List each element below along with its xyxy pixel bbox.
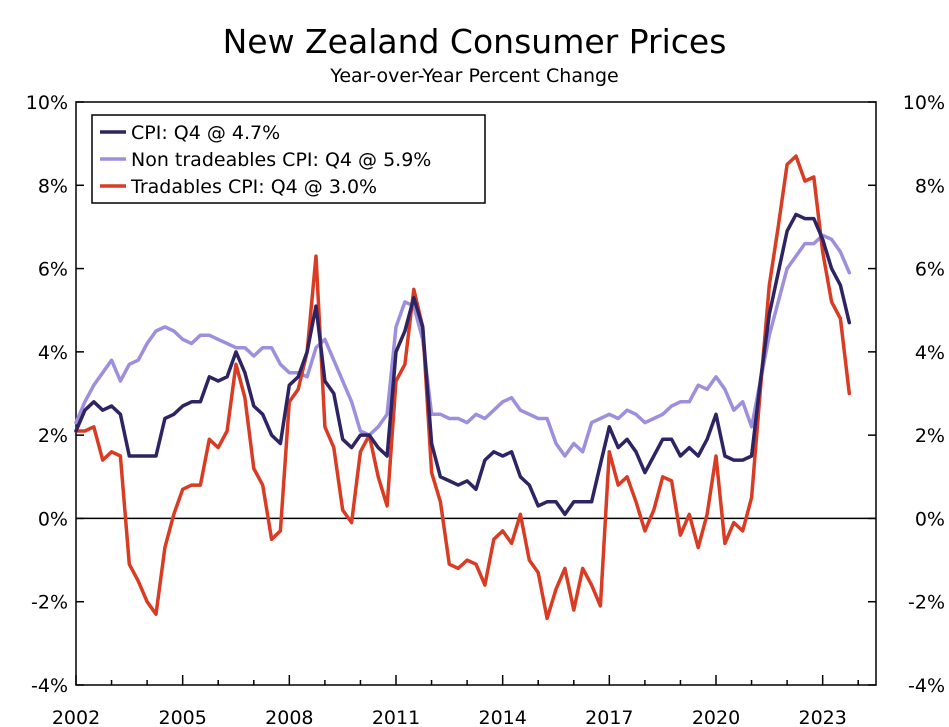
series-line-nontradables [74, 233, 852, 458]
y-tick-label-left: 4% [38, 342, 68, 364]
series-line-tradables [74, 154, 852, 621]
y-tick-label-right: 10% [903, 92, 945, 114]
y-tick-label-left: 8% [38, 175, 68, 197]
legend-label-cpi: CPI: Q4 @ 4.7% [131, 122, 280, 144]
x-tick-label: 2023 [798, 707, 846, 727]
chart-title: New Zealand Consumer Prices [222, 22, 727, 61]
series-line-cpi [74, 212, 852, 517]
y-tick-label-right: 2% [915, 425, 945, 447]
legend-label-nontradables: Non tradeables CPI: Q4 @ 5.9% [131, 149, 431, 171]
chart-subtitle: Year-over-Year Percent Change [330, 65, 619, 87]
y-tick-label-left: 0% [38, 508, 68, 530]
y-tick-label-left: 2% [38, 425, 68, 447]
y-tick-label-right: -2% [908, 592, 945, 614]
x-tick-label: 2014 [478, 707, 526, 727]
y-tick-label-left: -2% [31, 592, 68, 614]
legend-label-tradables: Tradables CPI: Q4 @ 3.0% [130, 176, 377, 198]
y-tick-label-left: 10% [26, 92, 68, 114]
x-tick-label: 2002 [52, 707, 100, 727]
x-tick-label: 2011 [372, 707, 420, 727]
y-tick-label-right: 6% [915, 259, 945, 281]
x-tick-label: 2020 [692, 707, 740, 727]
x-tick-label: 2017 [585, 707, 633, 727]
y-tick-label-right: 4% [915, 342, 945, 364]
legend-box [91, 114, 486, 204]
y-tick-label-left: -4% [31, 675, 68, 697]
y-tick-label-right: 0% [915, 508, 945, 530]
x-tick-label: 2008 [265, 707, 313, 727]
y-tick-label-right: -4% [908, 675, 945, 697]
y-tick-label-left: 6% [38, 259, 68, 281]
plot-frame [75, 101, 877, 686]
x-tick-label: 2005 [158, 707, 206, 727]
y-tick-label-right: 8% [915, 175, 945, 197]
